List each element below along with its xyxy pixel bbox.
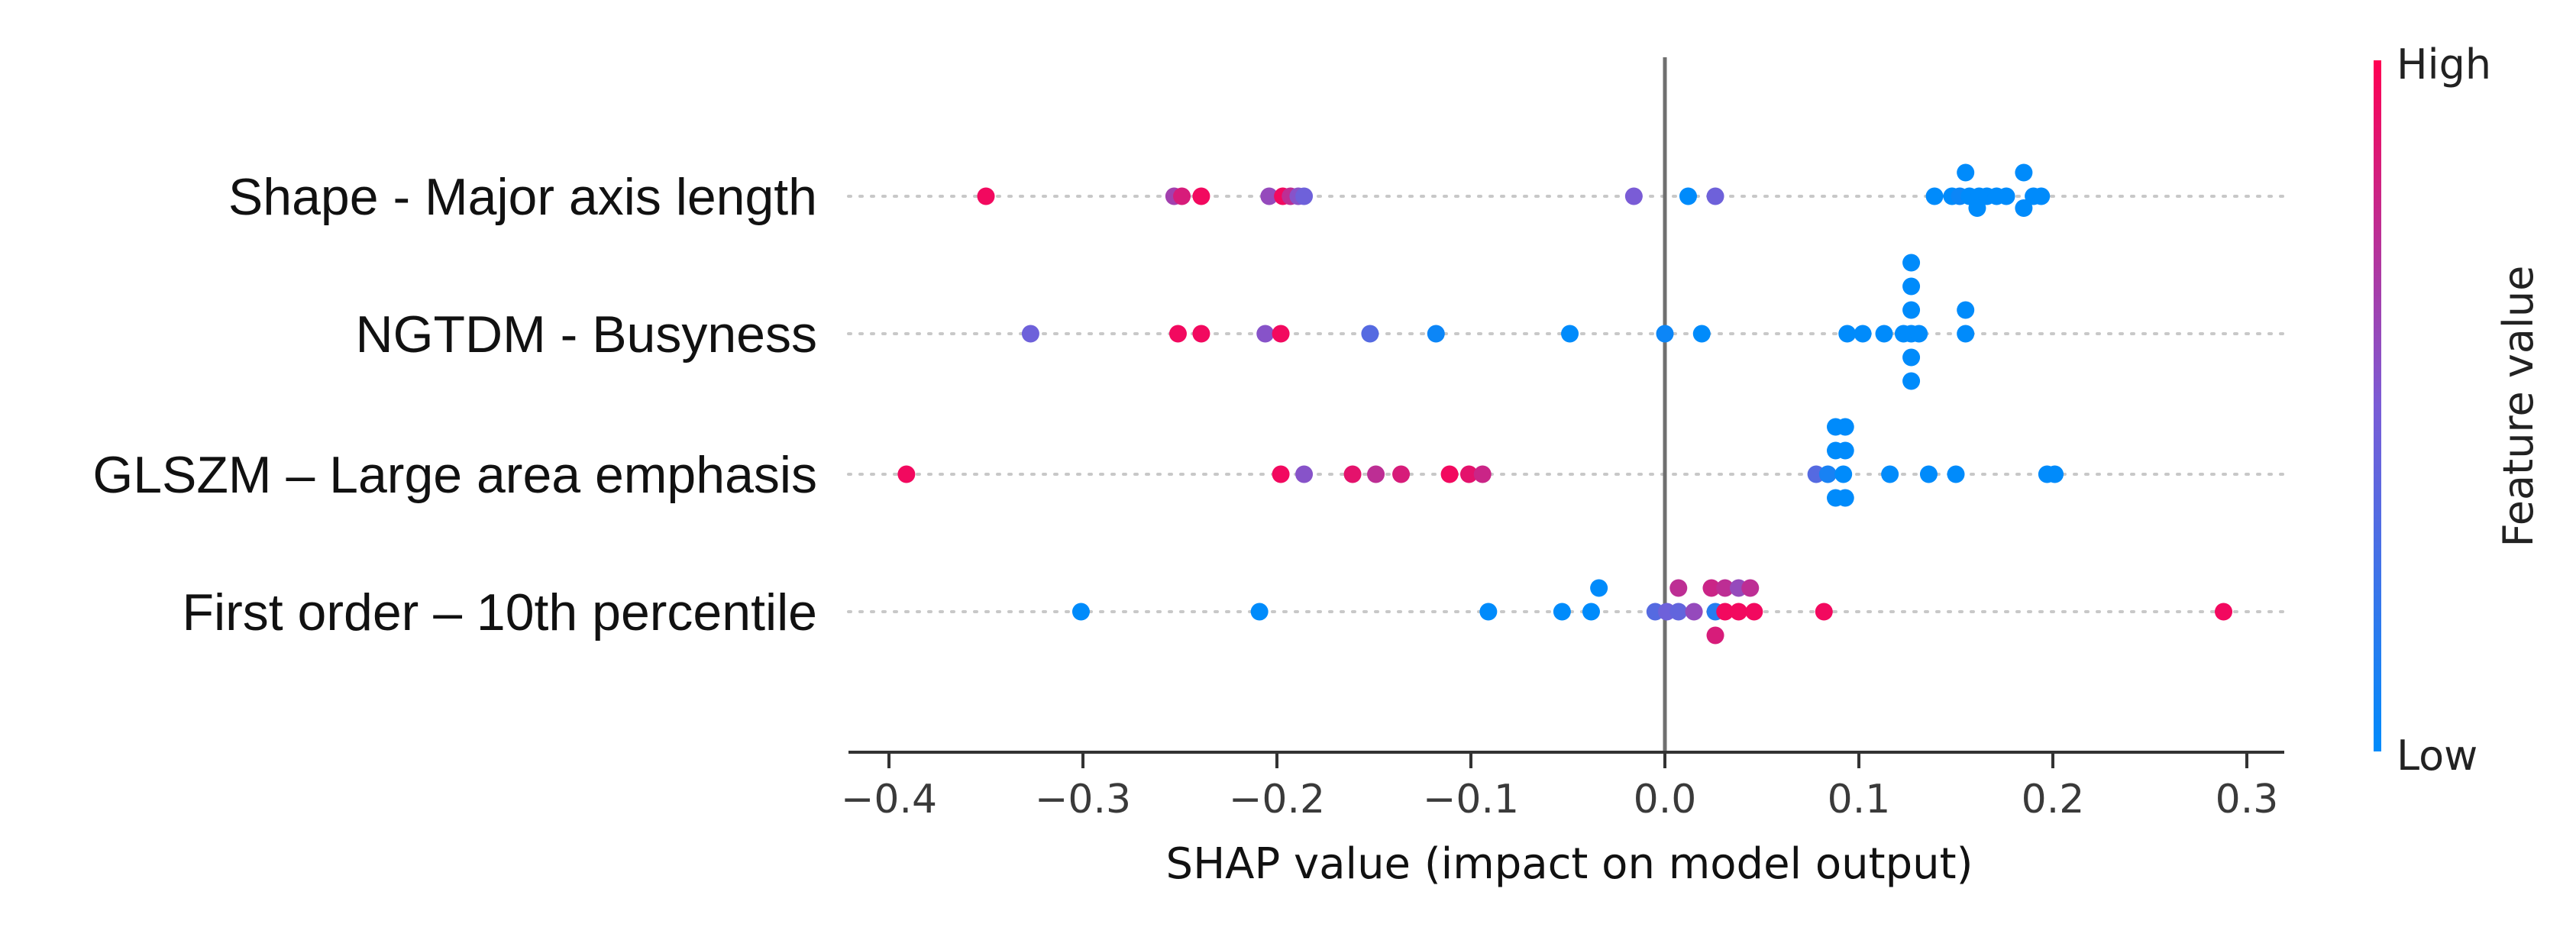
shap-point: [1716, 603, 1734, 621]
x-tick-label: 0.3: [2216, 777, 2279, 822]
shap-point: [1473, 465, 1492, 483]
shap-point: [1479, 603, 1498, 621]
shap-point: [1902, 254, 1921, 272]
shap-point: [1957, 325, 1975, 343]
shap-point: [897, 465, 916, 483]
shap-point: [1902, 301, 1921, 319]
shap-point: [1367, 465, 1385, 483]
colorbar-low-label: Low: [2397, 732, 2477, 780]
shap-point: [1582, 603, 1600, 621]
data-points: [897, 163, 2233, 645]
shap-point: [1902, 348, 1921, 367]
shap-point: [1854, 325, 1872, 343]
shap-point: [1716, 579, 1734, 597]
shap-point: [1702, 579, 1721, 597]
shap-point: [1692, 325, 1711, 343]
shap-point: [1021, 325, 1039, 343]
shap-point: [1836, 441, 1854, 460]
x-tick-label: 0.1: [1828, 777, 1891, 822]
shap-point: [1881, 465, 1899, 483]
x-tick-label: 0.0: [1634, 777, 1697, 822]
shap-point: [2032, 187, 2051, 205]
shap-point: [1818, 465, 1837, 483]
shap-point: [1295, 465, 1314, 483]
shap-point: [1957, 163, 1975, 182]
feature-gridlines: [847, 195, 2286, 613]
shap-point: [1997, 187, 2015, 205]
x-tick-label: −0.4: [841, 777, 937, 822]
colorbar-title: Feature value: [2494, 266, 2542, 548]
shap-point: [1173, 187, 1191, 205]
shap-point: [1669, 603, 1688, 621]
shap-point: [1919, 465, 1938, 483]
shap-point: [1834, 465, 1853, 483]
x-tick-label: −0.2: [1229, 777, 1325, 822]
x-axis-title: SHAP value (impact on model output): [1166, 839, 1973, 889]
shap-point: [1968, 199, 1986, 217]
shap-point: [1343, 465, 1362, 483]
shap-point: [1590, 579, 1608, 597]
shap-point: [1902, 372, 1921, 390]
shap-point: [2015, 199, 2033, 217]
feature-label: First order – 10th percentile: [182, 583, 817, 641]
shap-point: [1706, 626, 1724, 645]
feature-label: GLSZM – Large area emphasis: [92, 446, 817, 504]
shap-point: [1838, 325, 1857, 343]
shap-point: [1192, 325, 1210, 343]
shap-point: [977, 187, 995, 205]
x-axis-ticks: −0.4 −0.3 −0.2 −0.1 0.0 0.1 0.2 0.3: [841, 752, 2278, 822]
x-tick-label: 0.2: [2022, 777, 2085, 822]
shap-point: [1295, 187, 1314, 205]
shap-point: [1836, 489, 1854, 507]
feature-label: NGTDM - Busyness: [355, 305, 817, 364]
shap-point: [1730, 603, 1748, 621]
shap-point: [1256, 325, 1275, 343]
colorbar-gradient-bar: [2374, 60, 2381, 751]
shap-point: [1553, 603, 1571, 621]
x-tick-label: −0.3: [1035, 777, 1131, 822]
shap-point: [1192, 187, 1210, 205]
shap-point: [1679, 187, 1697, 205]
shap-point: [1925, 187, 1944, 205]
shap-point: [1392, 465, 1411, 483]
shap-point: [1947, 465, 1965, 483]
shap-point: [1361, 325, 1379, 343]
shap-point: [1071, 603, 1090, 621]
colorbar-high-label: High: [2397, 40, 2491, 89]
colorbar: High Low Feature value: [2374, 40, 2542, 780]
shap-point: [1427, 325, 1445, 343]
shap-point: [2215, 603, 2233, 621]
x-tick-label: −0.1: [1423, 777, 1519, 822]
shap-point: [1168, 325, 1187, 343]
shap-point: [1459, 465, 1478, 483]
shap-point: [1260, 187, 1278, 205]
shap-point: [1745, 603, 1763, 621]
shap-point: [1706, 187, 1724, 205]
shap-point: [1624, 187, 1643, 205]
shap-point: [1902, 277, 1921, 296]
shap-point: [1875, 325, 1893, 343]
feature-label: Shape - Major axis length: [228, 168, 817, 226]
feature-labels: Shape - Major axis length NGTDM - Busynes…: [92, 168, 817, 641]
shap-point: [1957, 301, 1975, 319]
shap-point: [1440, 465, 1459, 483]
shap-point: [1685, 603, 1703, 621]
shap-point: [1815, 603, 1833, 621]
shap-point: [1272, 325, 1290, 343]
shap-point: [1656, 325, 1674, 343]
shap-point: [1741, 579, 1760, 597]
shap-point: [1561, 325, 1579, 343]
shap-point: [2015, 163, 2033, 182]
shap-point: [1250, 603, 1269, 621]
shap-point: [2046, 465, 2064, 483]
x-axis: −0.4 −0.3 −0.2 −0.1 0.0 0.1 0.2 0.3 SHAP value …: [841, 751, 2284, 889]
shap-point: [1910, 325, 1928, 343]
shap-point: [1272, 465, 1290, 483]
shap-point: [1669, 579, 1688, 597]
shap-point: [1836, 418, 1854, 436]
